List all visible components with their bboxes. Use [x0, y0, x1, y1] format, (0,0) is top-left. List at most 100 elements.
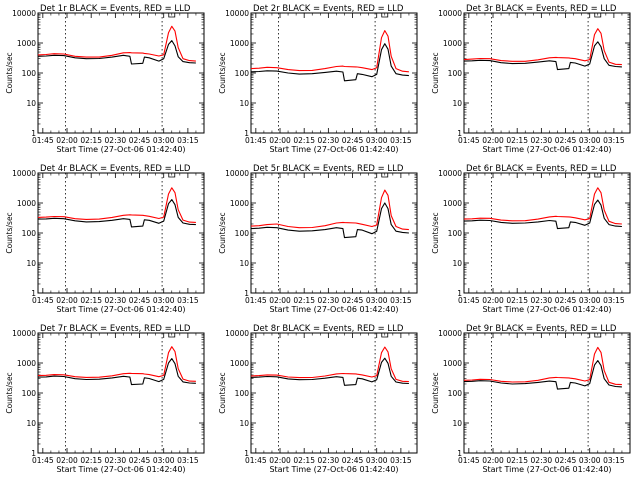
y-tick-label: 1 [457, 289, 462, 298]
y-tick-label: 10000 [438, 329, 462, 338]
y-tick-label: 1000 [443, 359, 462, 368]
y-tick-label: 100 [448, 69, 463, 78]
y-tick-label: 100 [22, 229, 37, 238]
y-tick-label: 1000 [443, 199, 462, 208]
plot-frame [37, 12, 205, 134]
y-axis-title: Counts/sec [5, 372, 14, 413]
series-line-lld [37, 187, 196, 223]
x-tick-label: 03:15 [177, 296, 199, 305]
series-line-events [37, 358, 196, 386]
plot-frame [463, 332, 631, 454]
x-tick-label: 01:45 [458, 136, 480, 145]
y-tick-label: 10000 [438, 169, 462, 178]
x-axis-title: Start Time (27-Oct-06 01:42:40) [269, 465, 398, 474]
y-tick-label: 10000 [12, 9, 36, 18]
x-tick-label: 02:30 [531, 136, 553, 145]
x-tick-label: 02:45 [129, 296, 151, 305]
plot-frame [250, 12, 418, 134]
series-line-lld [37, 25, 196, 62]
x-tick-label: 02:00 [269, 456, 291, 465]
plot-frame [463, 12, 631, 134]
panel-title: Det 1r BLACK = Events, RED = LLD [40, 4, 191, 14]
y-axis-title: Counts/sec [5, 212, 14, 253]
y-tick-label: 10000 [225, 169, 249, 178]
x-tick-label: 01:45 [32, 296, 54, 305]
y-tick-label: 1 [244, 289, 249, 298]
detector-panel-2: Det 2r BLACK = Events, RED = LLD 1 10 100 10… [218, 4, 418, 154]
y-axis-title: Counts/sec [5, 52, 14, 93]
series-line-lld [250, 346, 409, 383]
x-tick-label: 03:15 [390, 136, 412, 145]
x-axis-title: Start Time (27-Oct-06 01:42:40) [269, 145, 398, 154]
x-tick-label: 02:00 [482, 296, 504, 305]
y-tick-label: 10 [26, 419, 36, 428]
x-tick-label: 02:30 [318, 296, 340, 305]
y-axis-title: Counts/sec [218, 212, 227, 253]
x-tick-label: 01:45 [32, 136, 54, 145]
y-tick-label: 1000 [17, 199, 36, 208]
y-tick-label: 100 [22, 69, 37, 78]
x-axis-title: Start Time (27-Oct-06 01:42:40) [482, 145, 611, 154]
y-axis-title: Counts/sec [218, 52, 227, 93]
y-tick-label: 100 [448, 389, 463, 398]
plot-frame [250, 332, 418, 454]
x-tick-label: 02:00 [269, 136, 291, 145]
x-tick-label: 03:15 [390, 296, 412, 305]
y-tick-label: 10 [26, 259, 36, 268]
x-tick-label: 03:00 [366, 296, 388, 305]
x-tick-label: 01:45 [458, 296, 480, 305]
peak-marker [594, 333, 602, 338]
y-tick-label: 1000 [443, 39, 462, 48]
x-tick-label: 03:00 [579, 456, 601, 465]
x-axis-title: Start Time (27-Oct-06 01:42:40) [482, 465, 611, 474]
series-line-events [250, 357, 409, 386]
peak-marker [168, 13, 176, 18]
x-tick-label: 02:15 [80, 296, 102, 305]
x-tick-label: 02:45 [555, 136, 577, 145]
y-tick-label: 10 [239, 259, 249, 268]
x-tick-label: 03:00 [579, 136, 601, 145]
x-tick-label: 02:45 [342, 296, 364, 305]
y-axis-title: Counts/sec [431, 52, 440, 93]
y-tick-label: 10 [452, 259, 462, 268]
x-tick-label: 02:45 [555, 456, 577, 465]
y-tick-label: 1000 [17, 359, 36, 368]
panel-title: Det 9r BLACK = Events, RED = LLD [466, 324, 617, 334]
x-tick-label: 02:00 [56, 296, 78, 305]
y-tick-label: 10000 [225, 329, 249, 338]
plot-frame [463, 172, 631, 294]
x-tick-label: 03:15 [390, 456, 412, 465]
peak-marker [381, 333, 389, 338]
x-tick-label: 01:45 [245, 296, 267, 305]
series-line-events [250, 202, 409, 239]
x-axis-title: Start Time (27-Oct-06 01:42:40) [56, 145, 185, 154]
series-line-events [37, 199, 196, 228]
x-tick-label: 02:00 [482, 136, 504, 145]
panel-title: Det 7r BLACK = Events, RED = LLD [40, 324, 191, 334]
peak-marker [168, 173, 176, 178]
series-line-lld [250, 189, 409, 231]
x-tick-label: 02:45 [342, 456, 364, 465]
x-tick-label: 02:15 [80, 136, 102, 145]
x-tick-label: 03:15 [177, 136, 199, 145]
y-tick-label: 100 [235, 69, 250, 78]
y-tick-label: 100 [448, 229, 463, 238]
panel-title: Det 2r BLACK = Events, RED = LLD [253, 4, 404, 14]
y-tick-label: 1000 [230, 199, 249, 208]
y-tick-label: 1 [31, 289, 36, 298]
y-tick-label: 10000 [12, 169, 36, 178]
y-axis-title: Counts/sec [431, 372, 440, 413]
y-tick-label: 1 [31, 449, 36, 458]
peak-marker [594, 173, 602, 178]
detector-panel-8: Det 8r BLACK = Events, RED = LLD 1 10 100 10… [218, 324, 418, 474]
detector-panel-4: Det 4r BLACK = Events, RED = LLD 1 10 100 10… [5, 164, 205, 314]
x-axis-title: Start Time (27-Oct-06 01:42:40) [56, 305, 185, 314]
x-tick-label: 02:00 [269, 296, 291, 305]
x-tick-label: 03:00 [579, 296, 601, 305]
x-tick-label: 02:45 [342, 136, 364, 145]
x-tick-label: 02:45 [555, 296, 577, 305]
x-axis-title: Start Time (27-Oct-06 01:42:40) [482, 305, 611, 314]
plot-frame [37, 332, 205, 454]
detector-panel-5: Det 5r BLACK = Events, RED = LLD 1 10 100 10… [218, 164, 418, 314]
